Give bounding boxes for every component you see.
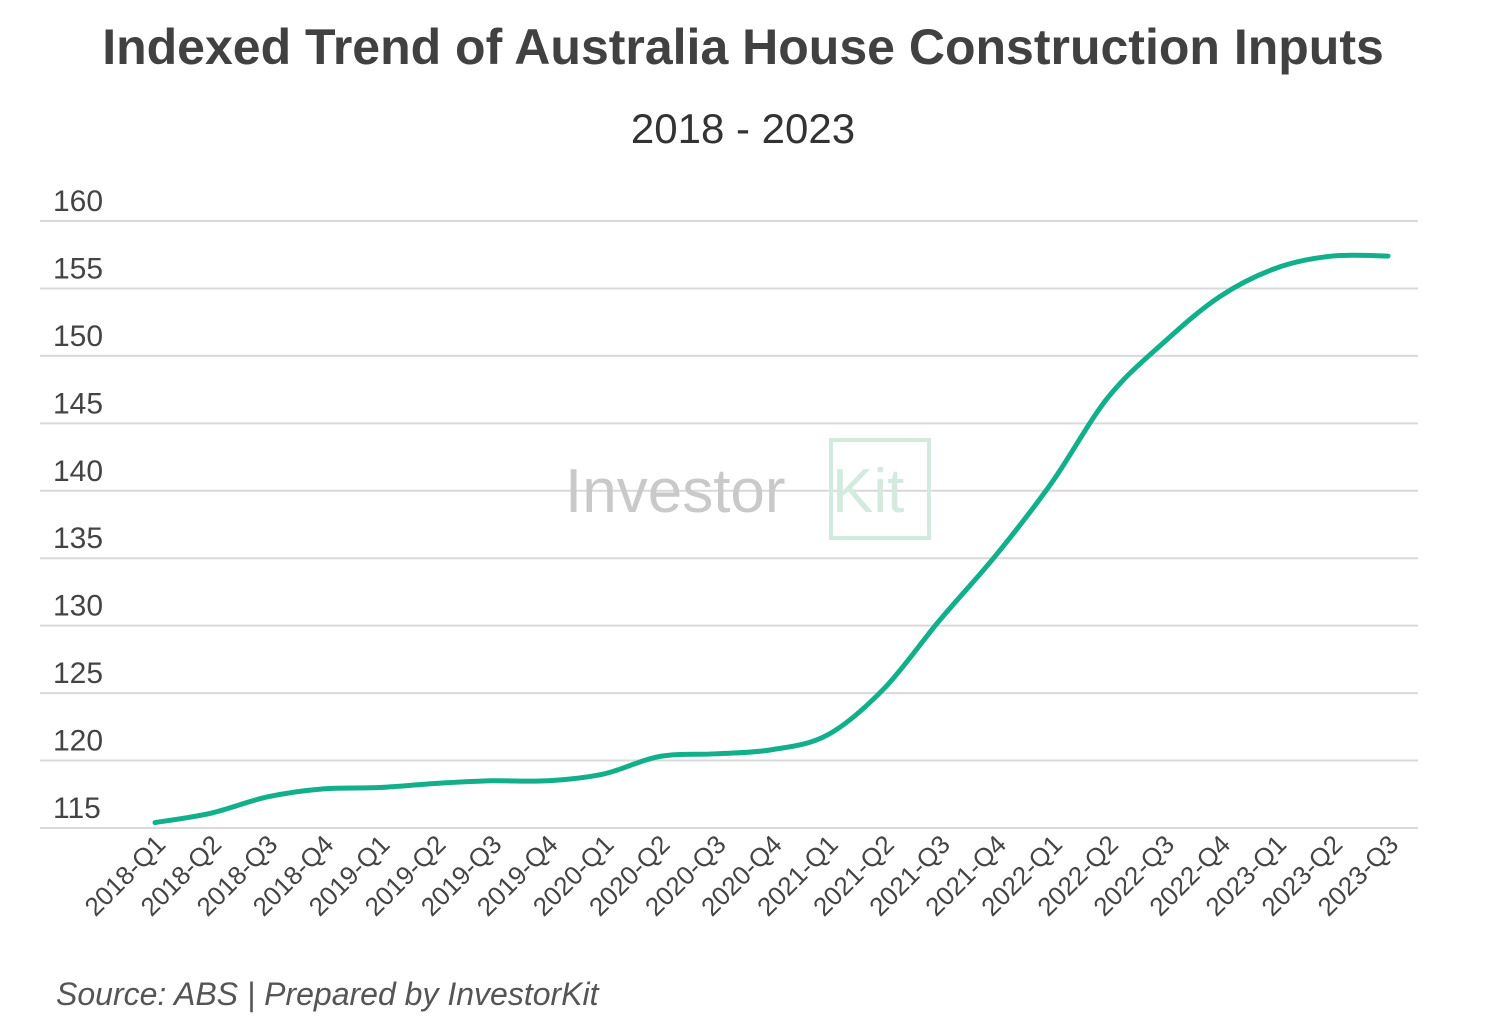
chart-subtitle: 2018 - 2023 — [630, 105, 856, 152]
y-tick-label: 125 — [53, 657, 103, 690]
y-tick-label: 160 — [53, 185, 103, 218]
gridlines — [40, 220, 1418, 829]
data-points — [154, 255, 1389, 823]
y-tick-label: 135 — [53, 522, 103, 555]
y-tick-label: 130 — [53, 590, 103, 623]
x-axis-ticks: 2018-Q12018-Q22018-Q32018-Q42019-Q12019-… — [78, 829, 1404, 922]
y-tick-label: 120 — [53, 725, 103, 758]
y-axis-ticks: 115 120 125 130 135 140 145 150 155 160 — [53, 185, 103, 825]
source-note: Source: ABS | Prepared by InvestorKit — [56, 976, 599, 1012]
svg-text:Kit: Kit — [832, 457, 904, 526]
y-tick-label: 115 — [53, 792, 101, 825]
watermark-logo: Investor Kit — [565, 438, 931, 540]
y-tick-label: 145 — [53, 387, 103, 420]
y-tick-label: 155 — [53, 252, 103, 285]
chart-title: Indexed Trend of Australia House Constru… — [102, 19, 1384, 75]
y-tick-label: 150 — [53, 320, 103, 353]
svg-text:Investor: Investor — [565, 457, 786, 526]
series-line — [152, 252, 1391, 826]
y-tick-label: 140 — [53, 455, 103, 488]
